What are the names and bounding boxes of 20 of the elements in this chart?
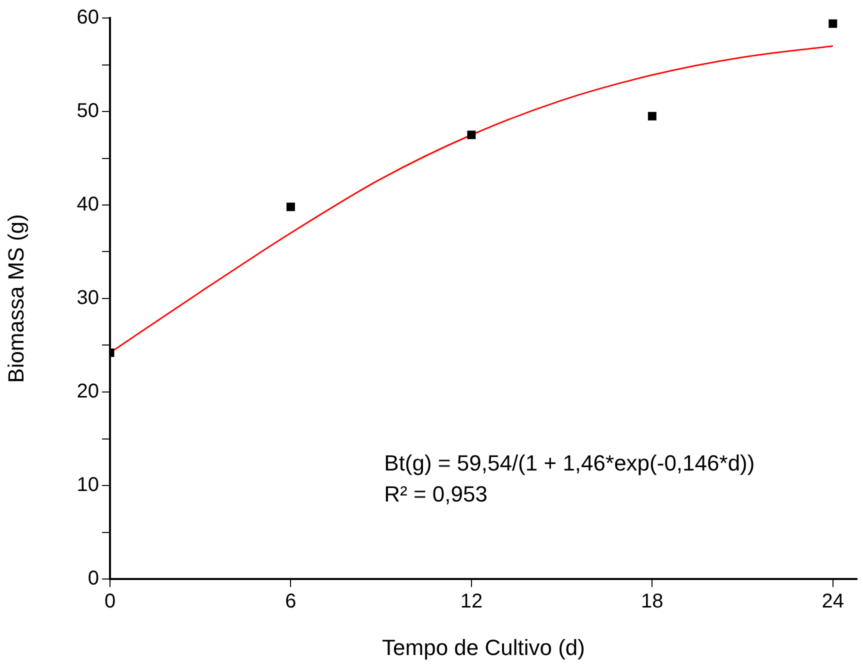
y-tick-label: 10	[76, 474, 99, 496]
point	[467, 130, 476, 140]
x-tick-label: 6	[285, 590, 296, 613]
y-tick-label: 40	[76, 194, 99, 216]
annotation: Bt(g) = 59,54/(1 + 1,46*exp(-0,146*d))	[384, 450, 755, 476]
y-tick-label: 20	[76, 380, 99, 403]
y-axis-title: Biomassa MS (g)	[3, 214, 28, 383]
y-tick-label: 0	[88, 568, 99, 590]
point	[648, 112, 656, 120]
x-tick-label: 24	[822, 590, 844, 613]
y-tick-label: 60	[76, 6, 99, 29]
y-tick-label: 50	[76, 100, 99, 122]
point	[286, 202, 295, 212]
y-tick-label: 30	[76, 287, 99, 310]
x-axis-title: Tempo de Cultivo (d)	[382, 634, 585, 660]
x-tick-label: 0	[104, 590, 116, 613]
annotation: R² = 0,953	[384, 482, 488, 507]
x-tick-label: 18	[641, 590, 664, 613]
x-tick-label: 12	[460, 590, 483, 613]
point	[828, 19, 838, 28]
